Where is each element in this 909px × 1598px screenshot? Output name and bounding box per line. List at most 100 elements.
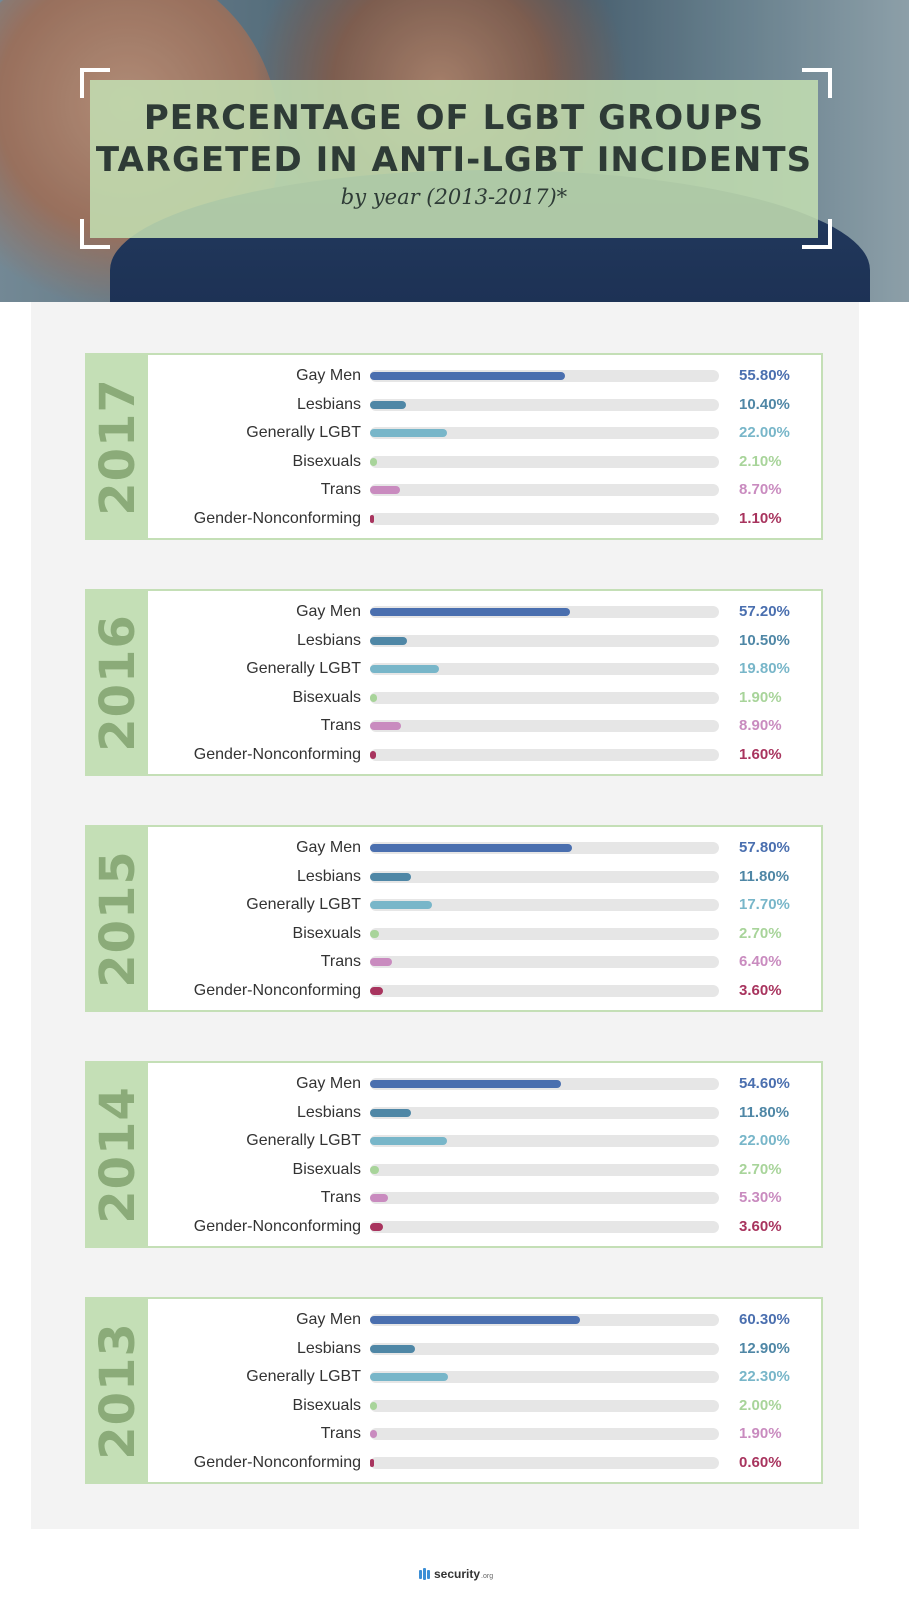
value-label: 3.60% (739, 982, 782, 999)
bar-row: Bisexuals 1.90% (87, 687, 821, 709)
bar (370, 722, 401, 730)
year-label-column: 2017 (87, 355, 148, 538)
bar-row: Gender-Nonconforming 1.10% (87, 508, 821, 530)
bar-row: Lesbians 10.40% (87, 394, 821, 416)
value-label: 12.90% (739, 1340, 790, 1357)
bar (370, 429, 447, 437)
footer-logo[interactable]: security .org (419, 1565, 493, 1583)
frame-corner (802, 219, 832, 249)
bar-track (370, 956, 719, 968)
security-org-logo-icon (419, 1568, 431, 1580)
year-label-column: 2013 (87, 1299, 148, 1482)
value-label: 8.70% (739, 481, 782, 498)
bar (370, 458, 377, 466)
value-label: 57.20% (739, 603, 790, 620)
bar-row: Generally LGBT 22.30% (87, 1366, 821, 1388)
value-label: 3.60% (739, 1218, 782, 1235)
bar (370, 844, 572, 852)
bar-row: Lesbians 12.90% (87, 1338, 821, 1360)
year-label-column: 2014 (87, 1063, 148, 1246)
year-label-column: 2016 (87, 591, 148, 774)
year-group-2014: 2014 Gay Men 54.60% Lesbians 11.80% Generally… (85, 1061, 823, 1248)
year-group-2013: 2013 Gay Men 60.30% Lesbians 12.90% Generally… (85, 1297, 823, 1484)
bar-track (370, 1314, 719, 1326)
category-label: Lesbians (296, 1340, 361, 1357)
category-label: Gender-Nonconforming (193, 510, 361, 527)
category-label: Bisexuals (292, 925, 361, 942)
bar (370, 1194, 388, 1202)
bar (370, 694, 377, 702)
bar-row: Gender-Nonconforming 3.60% (87, 1216, 821, 1238)
value-label: 19.80% (739, 660, 790, 677)
category-label: Bisexuals (292, 689, 361, 706)
value-label: 22.00% (739, 1132, 790, 1149)
bar (370, 930, 379, 938)
bar (370, 987, 383, 995)
chart-title-line-2: TARGETED IN ANTI-LGBT INCIDENTS (95, 140, 813, 180)
year-label-column: 2015 (87, 827, 148, 1010)
bar-track (370, 749, 719, 761)
bar (370, 637, 407, 645)
value-label: 55.80% (739, 367, 790, 384)
bar-track (370, 1078, 719, 1090)
bar-track (370, 1457, 719, 1469)
bar (370, 1316, 580, 1324)
bar-row: Gay Men 57.80% (87, 837, 821, 859)
bar-track (370, 1371, 719, 1383)
category-label: Lesbians (296, 632, 361, 649)
bar-track (370, 1164, 719, 1176)
value-label: 57.80% (739, 839, 790, 856)
category-label: Gay Men (296, 367, 361, 384)
category-label: Gay Men (296, 839, 361, 856)
chart-title-line-1: PERCENTAGE OF LGBT GROUPS (143, 98, 765, 138)
bar-row: Gender-Nonconforming 0.60% (87, 1452, 821, 1474)
bar (370, 1430, 377, 1438)
category-label: Gay Men (296, 1311, 361, 1328)
bar (370, 1402, 377, 1410)
bar-track (370, 720, 719, 732)
value-label: 17.70% (739, 896, 790, 913)
value-label: 10.40% (739, 396, 790, 413)
logo-tld: .org (481, 1572, 494, 1580)
value-label: 1.10% (739, 510, 782, 527)
bar-row: Gay Men 60.30% (87, 1309, 821, 1331)
bar-row: Gay Men 57.20% (87, 601, 821, 623)
bar-track (370, 370, 719, 382)
category-label: Gay Men (296, 603, 361, 620)
category-label: Generally LGBT (246, 1132, 361, 1149)
value-label: 2.10% (739, 453, 782, 470)
bar-track (370, 1135, 719, 1147)
bar-row: Bisexuals 2.00% (87, 1395, 821, 1417)
bar-track (370, 899, 719, 911)
bar (370, 873, 411, 881)
bar-row: Trans 6.40% (87, 951, 821, 973)
bar (370, 901, 432, 909)
bar (370, 486, 400, 494)
category-label: Bisexuals (292, 1161, 361, 1178)
category-label: Trans (320, 953, 361, 970)
bar-track (370, 871, 719, 883)
bar-row: Lesbians 11.80% (87, 1102, 821, 1124)
value-label: 54.60% (739, 1075, 790, 1092)
bar (370, 608, 570, 616)
bar-track (370, 427, 719, 439)
bar (370, 958, 392, 966)
bar-row: Gender-Nonconforming 1.60% (87, 744, 821, 766)
category-label: Bisexuals (292, 453, 361, 470)
value-label: 11.80% (739, 868, 790, 885)
value-label: 1.90% (739, 689, 782, 706)
category-label: Lesbians (296, 1104, 361, 1121)
bar (370, 1223, 383, 1231)
bar-track (370, 606, 719, 618)
bar (370, 401, 406, 409)
bar (370, 1345, 415, 1353)
value-label: 8.90% (739, 717, 782, 734)
frame-corner (80, 219, 110, 249)
year-group-2017: 2017 Gay Men 55.80% Lesbians 10.40% Generally… (85, 353, 823, 540)
bar (370, 1137, 447, 1145)
value-label: 1.90% (739, 1425, 782, 1442)
bar-track (370, 456, 719, 468)
bar-track (370, 399, 719, 411)
frame-corner (80, 68, 110, 98)
bar-row: Gay Men 54.60% (87, 1073, 821, 1095)
